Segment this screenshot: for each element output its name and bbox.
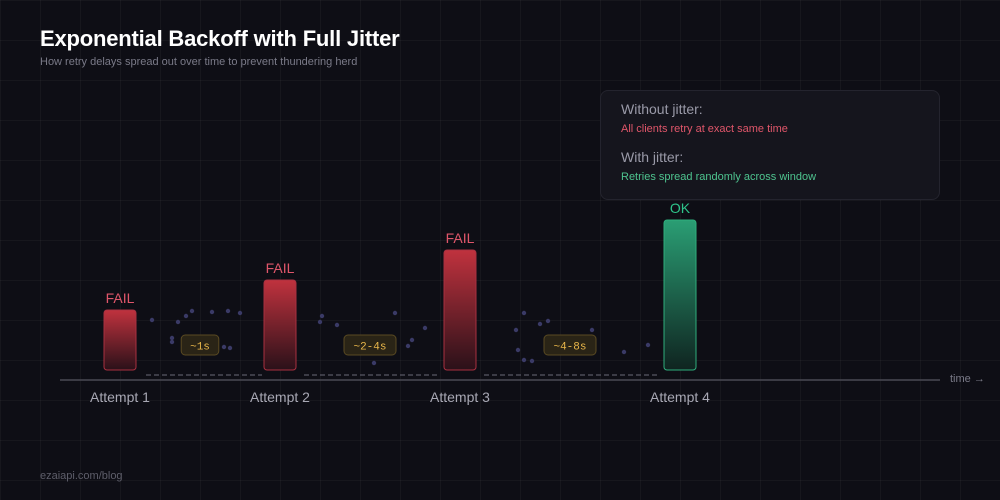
attempt-label: Attempt 1 <box>90 389 150 405</box>
legend-with-heading: With jitter: <box>621 149 684 165</box>
delay-badge-1: ~1s <box>180 334 220 356</box>
page-subtitle: How retry delays spread out over time to… <box>40 56 358 68</box>
legend-panel: Without jitter: All clients retry at exa… <box>600 90 940 200</box>
attempt-bar-2 <box>263 279 297 371</box>
delay-badge-3: ~4-8s <box>543 334 597 356</box>
jitter-dot <box>392 310 398 316</box>
jitter-dot <box>545 318 551 324</box>
jitter-dot <box>317 319 323 325</box>
jitter-dot <box>409 337 415 343</box>
legend-without-description: All clients retry at exact same time <box>621 123 788 135</box>
attempt-result-label: FAIL <box>446 230 475 246</box>
jitter-dot <box>515 347 521 353</box>
jitter-dot <box>227 345 233 351</box>
legend-with-description: Retries spread randomly across window <box>621 171 817 183</box>
attempt-bar-3 <box>443 249 477 371</box>
jitter-dot <box>319 313 325 319</box>
jitter-dot <box>513 327 519 333</box>
jitter-dot <box>371 360 377 366</box>
jitter-dot <box>209 309 215 315</box>
jitter-dot <box>169 339 175 345</box>
jitter-dot <box>175 319 181 325</box>
jitter-dot <box>645 342 651 348</box>
jitter-dot <box>621 349 627 355</box>
jitter-dot <box>149 317 155 323</box>
attempt-result-label: OK <box>670 200 691 216</box>
attempt-bar-1 <box>103 309 137 371</box>
jitter-dot <box>537 321 543 327</box>
attempt-label: Attempt 4 <box>650 389 710 405</box>
delay-badge-label: ~4-8s <box>553 342 586 354</box>
jitter-dot <box>221 344 227 350</box>
jitter-dot <box>169 335 175 341</box>
jitter-dot <box>521 310 527 316</box>
delay-badge-bg <box>343 334 397 356</box>
attempt-result-label: FAIL <box>266 260 295 276</box>
jitter-dot <box>225 308 231 314</box>
footer-source: ezaiapi.com/blog <box>40 470 123 482</box>
attempt-result-label: FAIL <box>106 290 135 306</box>
legend-without-heading: Without jitter: <box>621 101 703 117</box>
jitter-dot <box>422 325 428 331</box>
jitter-dot <box>529 358 535 364</box>
delay-badge-label: ~2-4s <box>353 342 386 354</box>
jitter-dot <box>521 357 527 363</box>
delay-badge-bg <box>180 334 220 356</box>
attempt-label: Attempt 3 <box>430 389 490 405</box>
jitter-dot <box>405 343 411 349</box>
jitter-dot <box>183 313 189 319</box>
attempt-bar-4 <box>663 219 697 371</box>
attempt-label: Attempt 2 <box>250 389 310 405</box>
jitter-dot <box>589 327 595 333</box>
jitter-dot <box>237 310 243 316</box>
time-axis-label: time → <box>950 373 985 385</box>
delay-badge-label: ~1s <box>190 342 210 354</box>
delay-badge-2: ~2-4s <box>343 334 397 356</box>
jitter-dot <box>189 308 195 314</box>
jitter-dot <box>334 322 340 328</box>
page-title: Exponential Backoff with Full Jitter <box>40 26 400 51</box>
delay-badge-bg <box>543 334 597 356</box>
